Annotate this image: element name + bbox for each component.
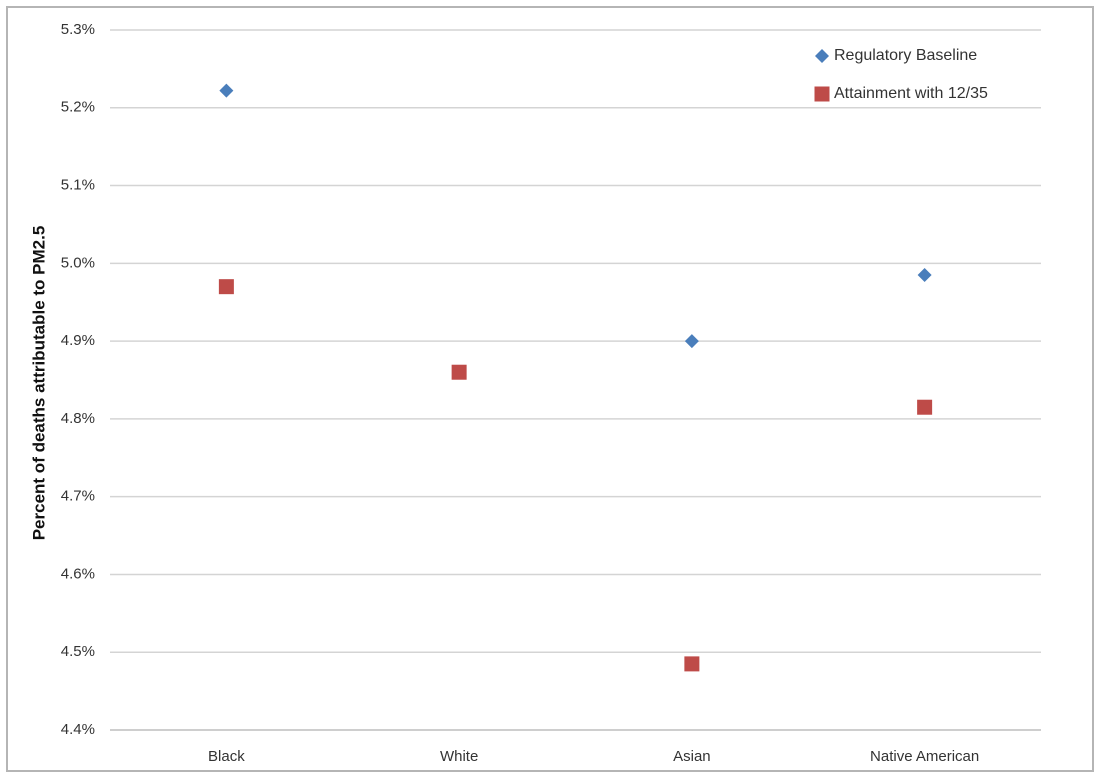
legend-label: Regulatory Baseline: [834, 47, 977, 64]
y-tick-label: 4.4%: [61, 721, 95, 738]
data-point-attainment: [684, 656, 700, 672]
y-tick-label: 4.5%: [61, 643, 95, 660]
y-tick-label: 4.7%: [61, 488, 95, 505]
data-point-baseline: [219, 83, 234, 98]
data-points: [218, 83, 933, 672]
legend-marker: [814, 86, 830, 102]
y-axis-label: Percent of deaths attributable to PM2.5: [29, 226, 48, 541]
x-tick-label: White: [440, 748, 478, 765]
y-tick-label: 5.2%: [61, 99, 95, 116]
gridlines: [110, 29, 1041, 653]
y-tick-label: 4.9%: [61, 332, 95, 349]
legend-label: Attainment with 12/35: [834, 85, 988, 102]
y-tick-label: 4.6%: [61, 565, 95, 582]
y-tick-label: 5.1%: [61, 177, 95, 194]
x-tick-labels: Black White Asian Native American: [208, 748, 979, 765]
legend: Regulatory Baseline Attainment with 12/35: [814, 47, 988, 102]
data-point-attainment: [218, 279, 234, 295]
y-tick-labels: 4.4% 4.5% 4.6% 4.7% 4.8% 4.9% 5.0% 5.1% 5.2% 5.3%: [61, 21, 95, 738]
y-tick-label: 5.3%: [61, 21, 95, 38]
data-point-attainment: [451, 364, 467, 380]
data-point-attainment: [917, 399, 933, 415]
x-tick-label: Native American: [870, 748, 979, 765]
chart-frame: [6, 6, 1094, 772]
data-point-baseline: [917, 268, 932, 282]
y-tick-label: 4.8%: [61, 410, 95, 427]
data-point-baseline: [684, 334, 699, 349]
legend-marker: [815, 49, 829, 63]
x-tick-label: Black: [208, 748, 245, 765]
x-tick-label: Asian: [673, 748, 711, 765]
y-tick-label: 5.0%: [61, 254, 95, 271]
